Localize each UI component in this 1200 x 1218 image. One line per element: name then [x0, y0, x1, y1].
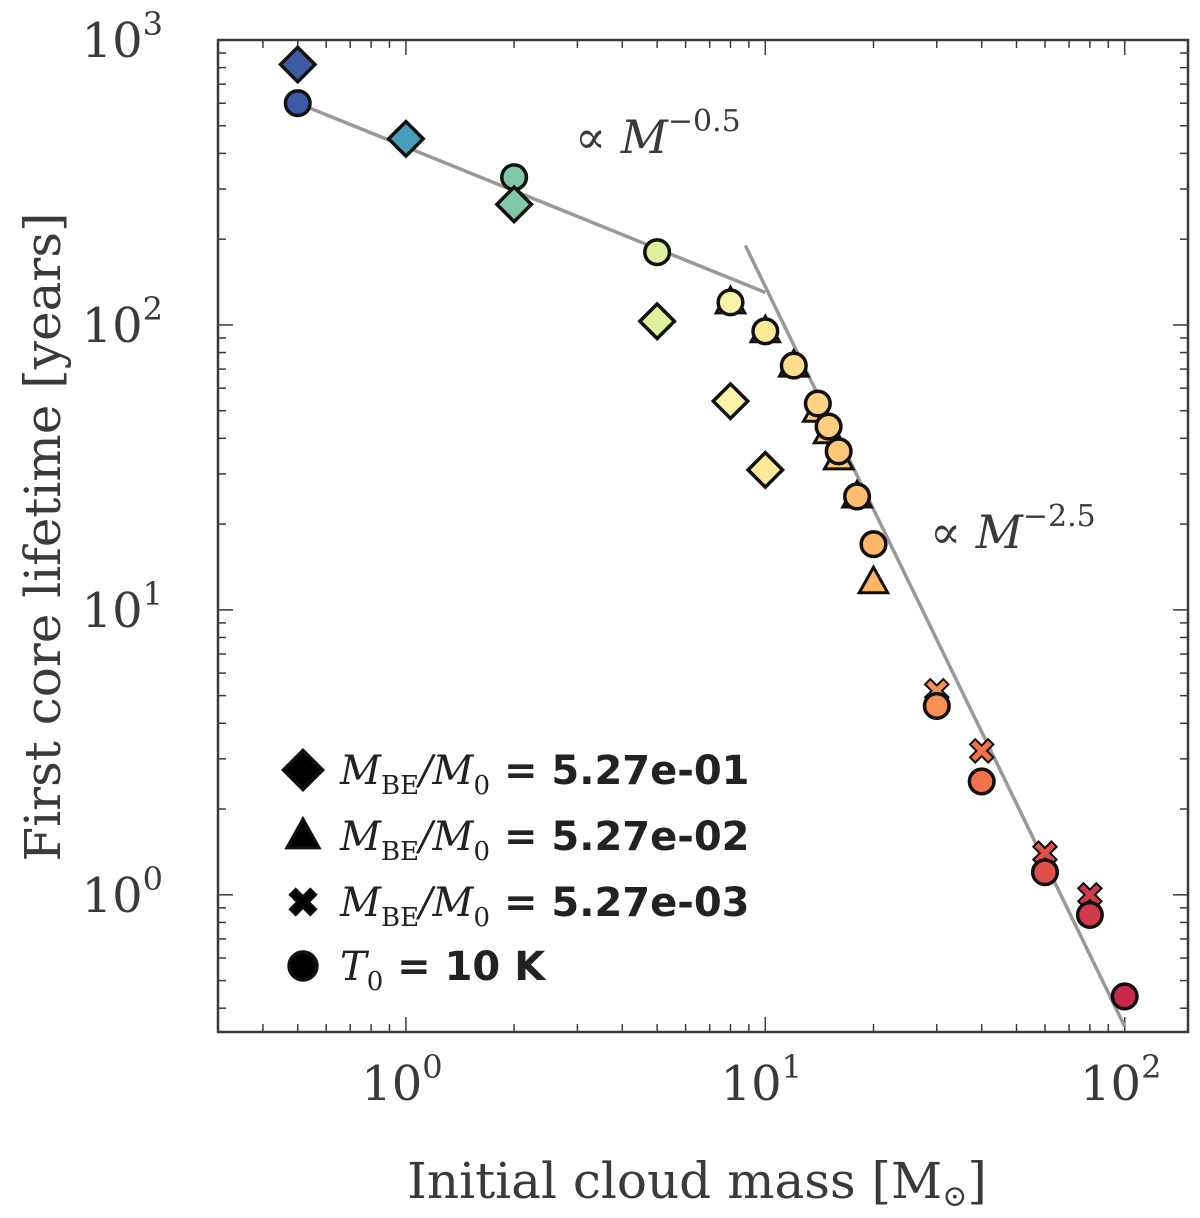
sun-symbol: ⊙ [942, 1179, 967, 1214]
y-tick-label-exp: 0 [143, 860, 163, 898]
circle-point [283, 89, 312, 118]
cross-point [968, 737, 995, 764]
legend-value: = 5.27e-02 [490, 814, 749, 860]
x-tick-label-base: 10 [1080, 1056, 1141, 1112]
x-tick-label-exp: 0 [422, 1048, 442, 1086]
fit-annotation: ∝ M−0.5 [575, 104, 741, 164]
fit-annotation-var: M [620, 110, 670, 164]
x-tick-label-exp: 1 [782, 1048, 802, 1086]
legend-marker-cross [288, 887, 318, 917]
cross-point [1031, 840, 1059, 867]
legend-value: = 5.27e-01 [490, 748, 749, 794]
legend-value: = 5.27e-03 [490, 880, 749, 926]
y-axis-label: First core lifetime [years] [14, 213, 72, 862]
y-tick-label: 101 [82, 575, 163, 639]
fit-annotation-prefix: ∝ [575, 110, 621, 164]
circle-point [1030, 858, 1060, 887]
cross-point [1076, 881, 1103, 908]
legend-subscript: BE [381, 903, 419, 933]
legend-ratio-symbol: /M [415, 814, 474, 860]
legend-subscript-2: 0 [474, 771, 491, 801]
circle-point [824, 437, 853, 466]
y-tick-label-base: 10 [82, 583, 143, 639]
diamond-point [745, 450, 786, 490]
circle-point [643, 238, 672, 267]
x-tick-label-base: 10 [721, 1056, 782, 1112]
legend-math-symbol: M [339, 880, 382, 926]
fit-annotations: ∝ M−0.5∝ M−2.5 [575, 104, 1096, 559]
y-tick-label-exp: 1 [143, 575, 163, 613]
fit-annotation-exp: −2.5 [1023, 499, 1096, 534]
y-tick-label-base: 10 [82, 868, 143, 924]
circle-point [967, 767, 996, 796]
data-markers [278, 44, 1139, 1011]
y-tick-label-exp: 2 [143, 290, 163, 328]
diamond-point [278, 44, 318, 85]
diamond-point [637, 301, 677, 342]
circle-point [716, 288, 745, 317]
legend-subscript: BE [381, 771, 419, 801]
circle-point [803, 389, 832, 418]
y-tick-label: 103 [82, 5, 163, 69]
x-tick-label-exp: 2 [1141, 1048, 1161, 1086]
x-axis-label: Initial cloud mass [M⊙] [407, 1152, 987, 1214]
y-tick-label-exp: 3 [143, 5, 163, 43]
x-tick-label: 101 [721, 1048, 802, 1112]
legend-subscript-2: 0 [474, 837, 491, 867]
legend-ratio-symbol: /M [415, 880, 474, 926]
legend-math-symbol: T [340, 944, 370, 990]
legend-label-triangle: MBE/M0 = 5.27e-02 [339, 814, 750, 867]
x-axis-label-close: ] [967, 1152, 987, 1210]
plot-frame [216, 38, 1190, 1034]
diamond-point [494, 184, 534, 225]
x-tick-label: 100 [361, 1048, 442, 1112]
x-tick-label-base: 10 [361, 1056, 422, 1112]
x-tick-label: 102 [1080, 1048, 1161, 1112]
fit-annotation-prefix: ∝ [930, 505, 976, 559]
y-tick-label: 100 [82, 860, 163, 924]
legend-label-circle: T0 = 10 K [340, 944, 547, 997]
legend-marker-circle [287, 950, 319, 982]
y-tick-label-base: 10 [82, 13, 143, 69]
legend-label-diamond: MBE/M0 = 5.27e-01 [339, 748, 750, 801]
legend-marker-diamond [280, 747, 326, 793]
circle-point [922, 691, 951, 721]
circle-point [859, 530, 888, 559]
legend-subscript-2: 0 [474, 903, 491, 933]
circle-point [1110, 982, 1139, 1011]
y-tick-label: 102 [82, 290, 163, 354]
diamond-point [386, 119, 426, 159]
circle-point [1075, 900, 1104, 929]
fit-annotation-exp: −0.5 [668, 104, 741, 139]
fit-annotation: ∝ M−2.5 [930, 499, 1096, 559]
circle-point [751, 317, 780, 346]
fit-line [297, 101, 766, 295]
legend-subscript: BE [381, 837, 419, 867]
legend-ratio-symbol: /M [415, 748, 474, 794]
legend-label-cross: MBE/M0 = 5.27e-03 [339, 880, 750, 933]
legend-subscript: 0 [367, 967, 384, 997]
circle-point [814, 412, 843, 441]
x-axis-label-text: Initial cloud mass [M [407, 1152, 942, 1210]
legend-math-symbol: M [339, 748, 382, 794]
legend-value: = 10 K [383, 944, 547, 990]
legend-marker-triangle [284, 815, 322, 850]
triangle-point [856, 564, 891, 595]
legend-math-symbol: M [339, 814, 382, 860]
diamond-point [710, 381, 751, 421]
y-tick-label-base: 10 [82, 298, 143, 354]
fit-annotation-var: M [975, 505, 1025, 559]
circle-point [843, 482, 872, 511]
circle-point [779, 351, 808, 380]
